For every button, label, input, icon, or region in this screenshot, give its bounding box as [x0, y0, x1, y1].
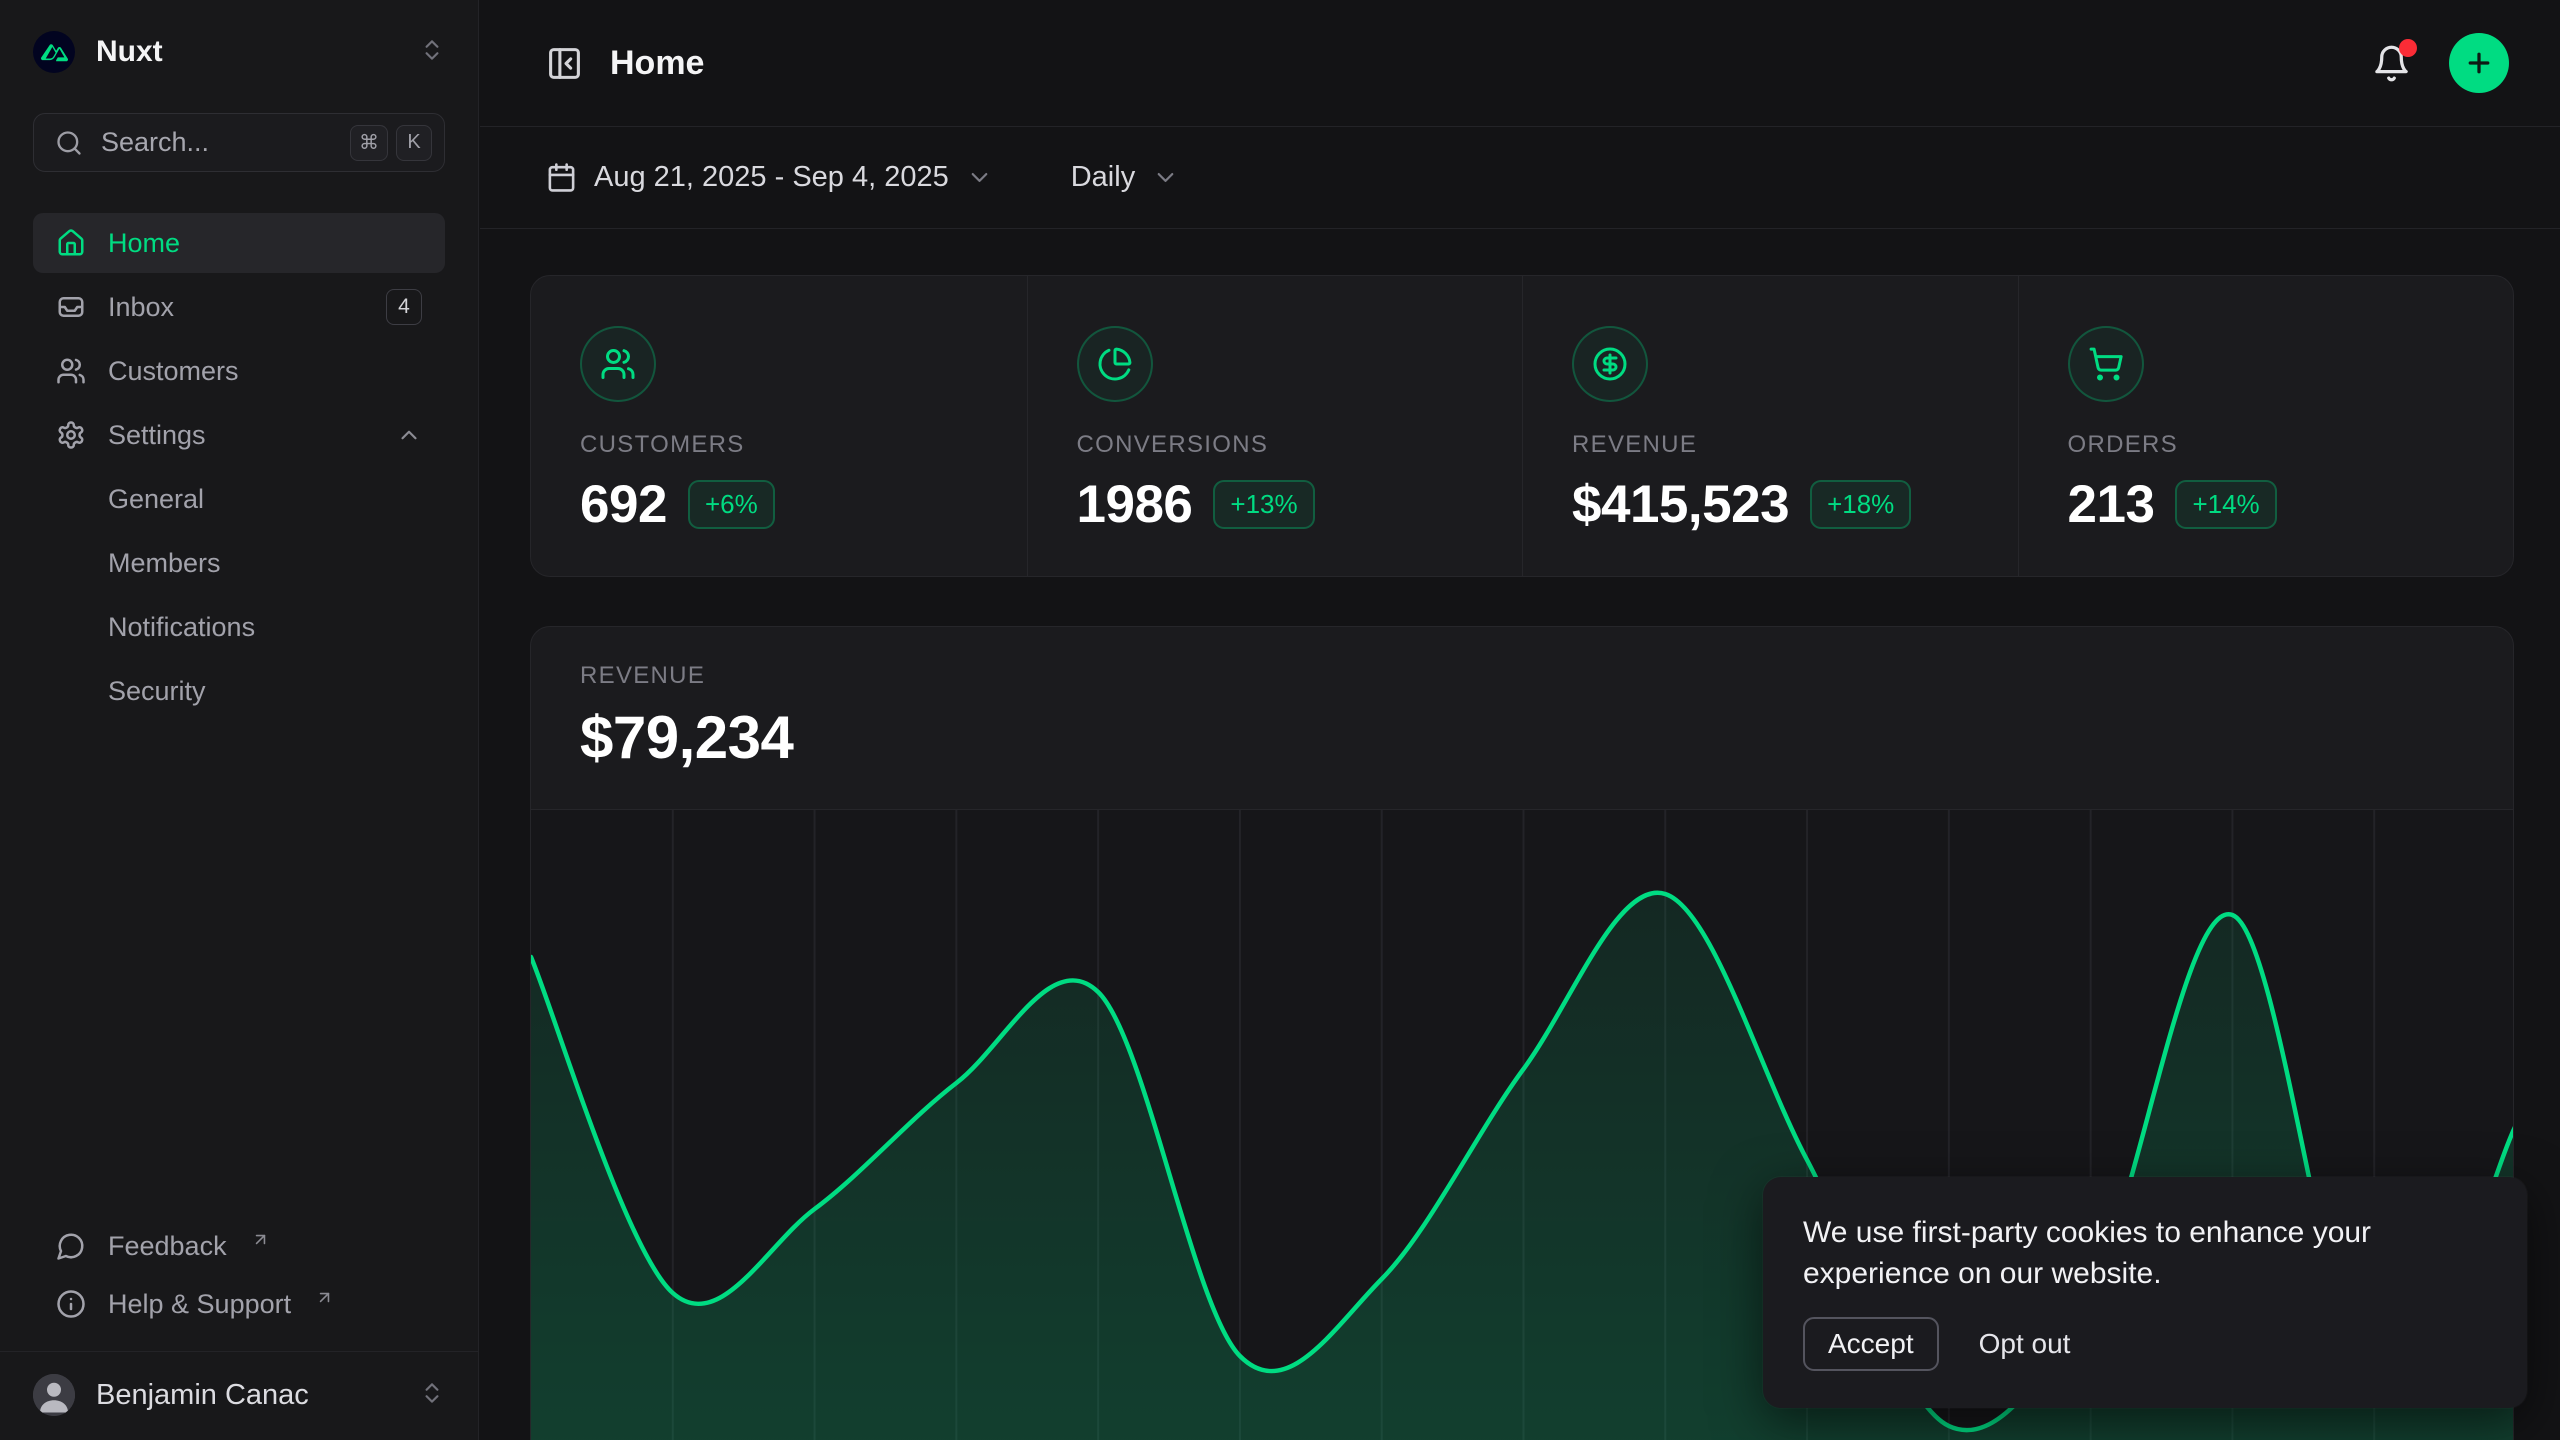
external-link-icon [315, 1283, 334, 1314]
chevrons-up-down-icon [419, 37, 445, 68]
sidebar-item-general[interactable]: General [108, 483, 205, 514]
users-icon [57, 358, 85, 384]
chevron-down-icon [1152, 164, 1179, 191]
cookie-consent-banner: We use first-party cookies to enhance yo… [1763, 1177, 2527, 1408]
sidebar-footer: Feedback Help & Support [33, 1221, 445, 1351]
stat-label: REVENUE [1572, 431, 1698, 458]
sidebar-item-home[interactable]: Home [33, 213, 445, 273]
page-title: Home [610, 43, 705, 82]
sidebar-item-label: Settings [108, 419, 206, 450]
external-link-icon [251, 1225, 270, 1256]
search-input[interactable]: Search... ⌘ K [33, 113, 445, 172]
stat-orders[interactable]: ORDERS 213 +14% [2017, 276, 2514, 576]
stat-label: CONVERSIONS [1076, 431, 1269, 458]
users-icon [580, 326, 656, 402]
house-icon [58, 229, 84, 256]
dollar-circle-icon [1572, 326, 1648, 402]
avatar [33, 1374, 75, 1416]
sidebar-item-label: Customers [108, 355, 239, 386]
inbox-count-badge: 4 [386, 289, 422, 325]
help-support-link[interactable]: Help & Support [33, 1279, 445, 1335]
pie-chart-icon [1076, 326, 1153, 402]
stats-summary: CUSTOMERS 692 +6% CONVERSIONS 1986 +13% [530, 275, 2514, 577]
search-shortcut: ⌘ K [350, 124, 432, 161]
stat-value: $415,523 [1572, 475, 1790, 534]
sidebar-item-label: Inbox [108, 291, 175, 322]
search-icon [55, 129, 83, 157]
optout-cookies-button[interactable]: Opt out [1978, 1328, 2071, 1359]
stat-label: ORDERS [2067, 431, 2178, 458]
team-name: Nuxt [96, 35, 163, 68]
page-header: Home [480, 0, 2560, 127]
cart-icon [2067, 326, 2144, 402]
chevron-up-icon [396, 422, 422, 448]
notifications-button[interactable] [2372, 38, 2417, 83]
sidebar-item-settings[interactable]: Settings [33, 405, 445, 465]
sidebar-divider [0, 1351, 478, 1352]
sidebar-nav: Home Inbox 4 Customers Settings General … [33, 213, 445, 721]
notification-dot [2399, 38, 2417, 57]
accept-cookies-button[interactable]: Accept [1803, 1317, 1939, 1371]
stat-value: 692 [580, 475, 667, 534]
stat-delta-badge: +13% [1213, 480, 1315, 529]
kbd-cmd: ⌘ [350, 124, 388, 161]
add-button[interactable] [2449, 33, 2509, 93]
chart-line [531, 890, 2513, 1433]
stat-delta-badge: +18% [1810, 480, 1912, 529]
sidebar-item-label: Home [108, 227, 181, 258]
calendar-icon [546, 162, 577, 193]
period-value: Daily [1070, 161, 1136, 193]
message-bubble-icon [57, 1233, 84, 1260]
sidebar-item-customers[interactable]: Customers [33, 341, 445, 401]
sidebar-spacer [33, 721, 445, 1221]
stat-delta-badge: +14% [2175, 480, 2277, 529]
cookie-message: We use first-party cookies to enhance yo… [1803, 1216, 2372, 1290]
chart-title: REVENUE [580, 662, 706, 689]
bell-icon [2375, 45, 2408, 81]
stat-revenue[interactable]: REVENUE $415,523 +18% [1522, 276, 2018, 576]
sidebar: Nuxt Search... ⌘ K Home Inbox 4 [0, 0, 479, 1440]
chart-area-fill [531, 892, 2513, 1440]
stat-value: 1986 [1076, 475, 1193, 534]
date-range-value: Aug 21, 2025 - Sep 4, 2025 [594, 161, 949, 193]
team-selector[interactable]: Nuxt [33, 20, 445, 84]
info-circle-icon [57, 1290, 85, 1318]
chart-total-value: $79,234 [580, 704, 794, 771]
user-name: Benjamin Canac [96, 1378, 309, 1411]
user-menu[interactable]: Benjamin Canac [33, 1352, 445, 1438]
stat-label: CUSTOMERS [580, 431, 745, 458]
sidebar-item-security[interactable]: Security [108, 675, 206, 706]
stat-value: 213 [2067, 475, 2155, 534]
sidebar-item-inbox[interactable]: Inbox 4 [33, 277, 445, 337]
chevrons-up-down-icon [419, 1380, 445, 1411]
help-support-label: Help & Support [108, 1289, 292, 1319]
stat-conversions[interactable]: CONVERSIONS 1986 +13% [1026, 276, 1523, 576]
stat-delta-badge: +6% [687, 480, 775, 529]
chevron-down-icon [966, 164, 993, 191]
period-select[interactable]: Daily [1071, 161, 1179, 194]
sidebar-item-notifications[interactable]: Notifications [108, 611, 256, 642]
gear-icon [58, 421, 84, 449]
kbd-k: K [396, 124, 432, 161]
feedback-link[interactable]: Feedback [33, 1221, 445, 1277]
feedback-label: Feedback [108, 1231, 227, 1261]
nuxt-logo-icon [33, 31, 75, 73]
plus-icon [2468, 52, 2490, 74]
sidebar-item-members[interactable]: Members [108, 547, 221, 578]
search-placeholder: Search... [101, 127, 210, 157]
stat-customers[interactable]: CUSTOMERS 692 +6% [531, 276, 1027, 576]
collapse-sidebar-icon[interactable] [546, 45, 583, 82]
filter-toolbar: Aug 21, 2025 - Sep 4, 2025 Daily [480, 127, 2560, 229]
date-range-picker[interactable]: Aug 21, 2025 - Sep 4, 2025 [546, 161, 993, 194]
inbox-icon [58, 297, 84, 317]
